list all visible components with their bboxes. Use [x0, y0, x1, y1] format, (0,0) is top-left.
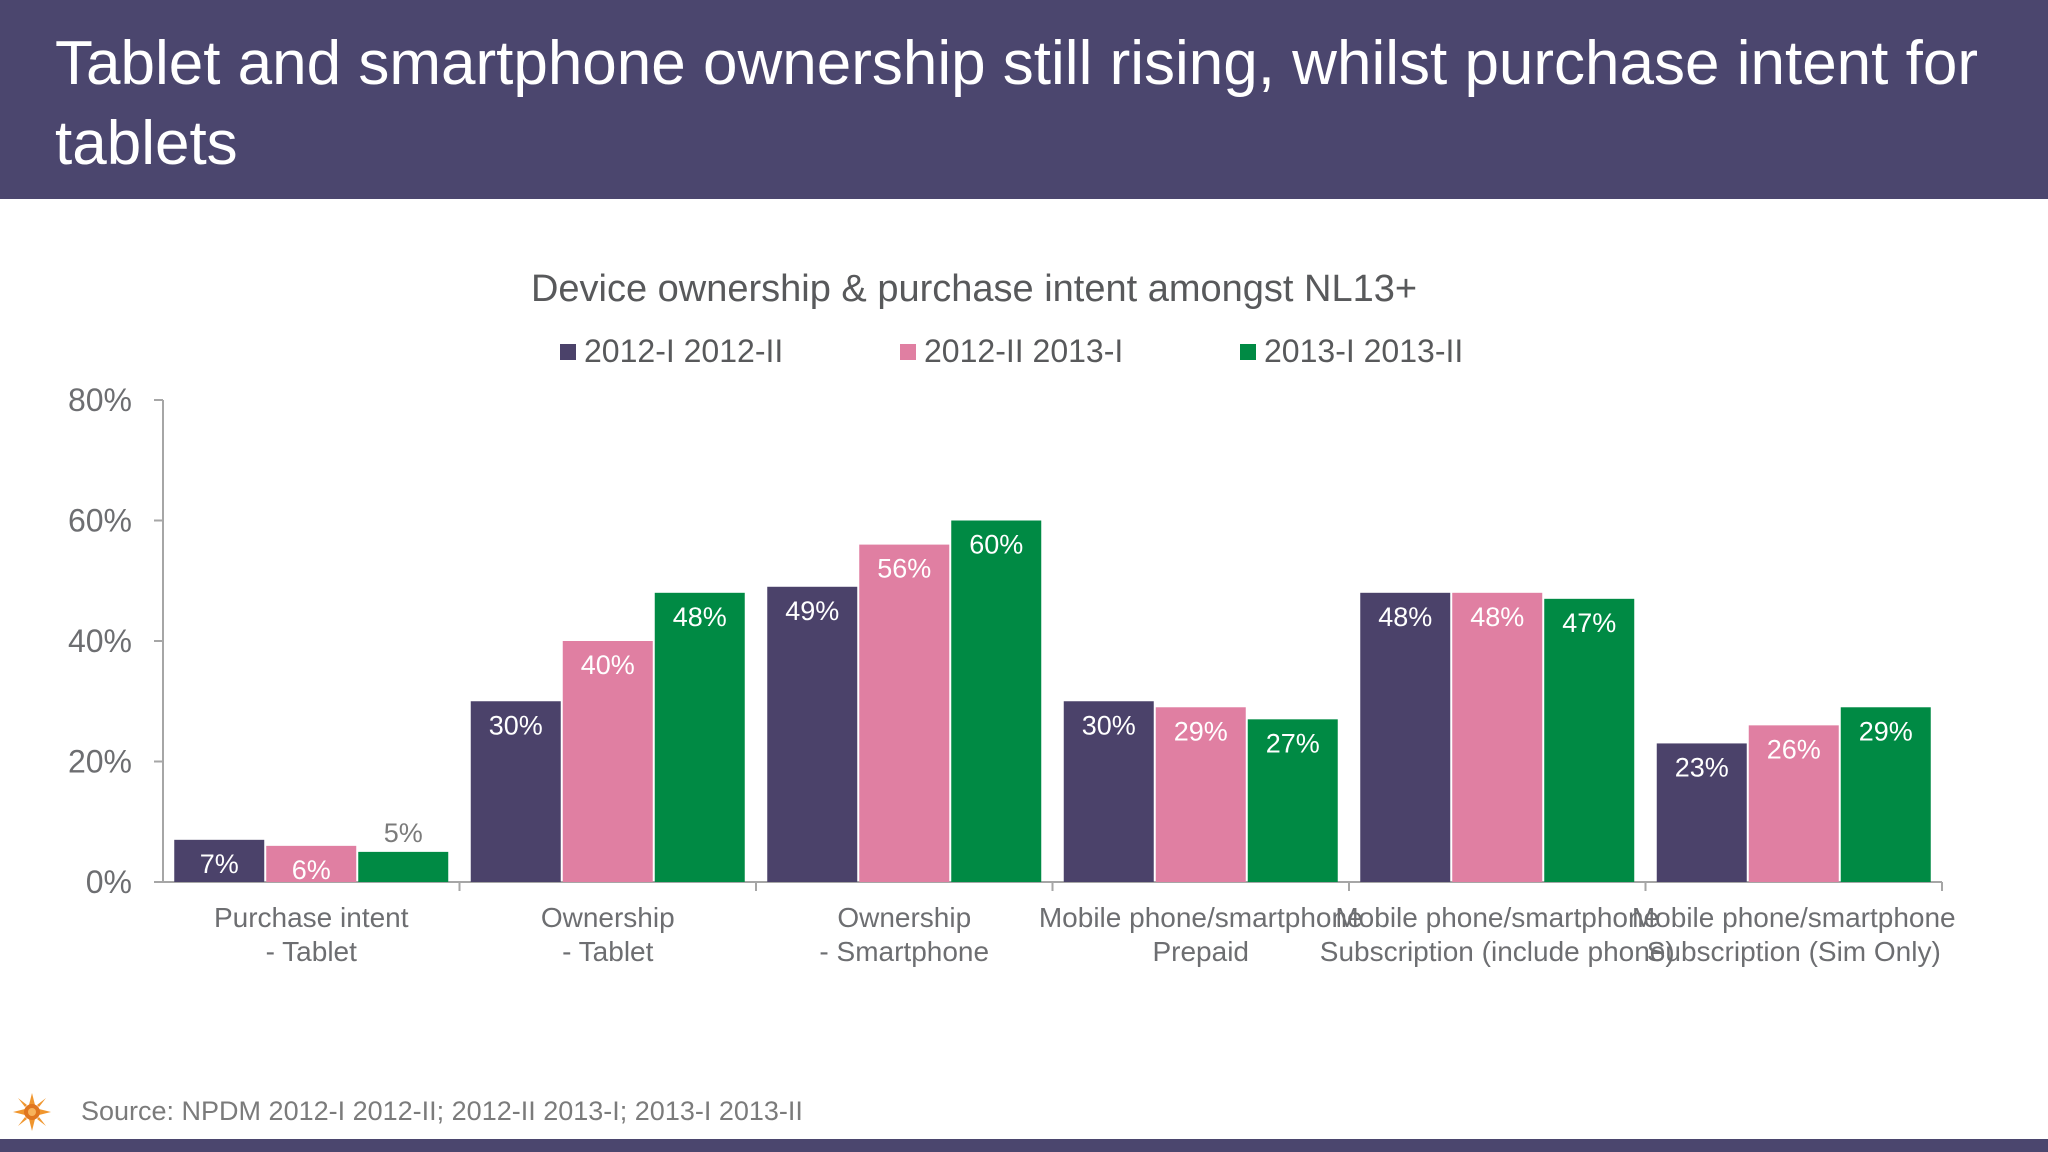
data-label: 48%: [1378, 602, 1432, 632]
page-title-line-1: Tablet and smartphone ownership still ri…: [55, 29, 1978, 178]
x-category-label: Mobile phone/smartphone: [1632, 902, 1956, 933]
x-category-label: Purchase intent: [214, 902, 409, 933]
bar-2-series-1: [470, 701, 561, 882]
bar-3-series-3: [951, 520, 1042, 882]
x-category-label: - Smartphone: [819, 936, 989, 967]
data-label: 29%: [1174, 716, 1228, 746]
bar-2-series-2: [562, 641, 653, 882]
x-category-label: Subscription (Sim Only): [1647, 936, 1941, 967]
bar-5-series-3: [1544, 598, 1635, 882]
data-label: 30%: [489, 710, 543, 740]
data-label: 29%: [1859, 716, 1913, 746]
legend-label: 2012-I 2012-II: [584, 333, 784, 369]
legend-item-2: 2012-II 2013-I: [900, 333, 1123, 370]
legend-swatch: [900, 343, 916, 360]
x-category-label: - Tablet: [562, 936, 654, 967]
legend-item-3: 2013-I 2013-II: [1240, 333, 1463, 370]
data-label: 56%: [877, 554, 931, 584]
source-note: Source: NPDM 2012-I 2012-II; 2012-II 201…: [81, 1096, 803, 1126]
legend-swatch: [560, 343, 576, 360]
data-label: 47%: [1562, 608, 1616, 638]
data-label: 6%: [292, 855, 331, 885]
data-label: 26%: [1767, 734, 1821, 764]
y-tick-label: 60%: [68, 503, 132, 539]
data-label: 5%: [384, 818, 423, 848]
data-label: 60%: [969, 530, 1023, 560]
legend-label: 2013-I 2013-II: [1264, 333, 1464, 369]
y-tick-label: 80%: [68, 382, 132, 418]
bar-5-series-2: [1452, 592, 1543, 882]
page-title: Tablet and smartphone ownership still ri…: [55, 24, 2015, 264]
bar-3-series-1: [767, 586, 858, 882]
legend-label: 2012-II 2013-I: [924, 333, 1124, 369]
y-tick-label: 20%: [68, 744, 132, 780]
page-title-line-2: slightly decreased. Sim Only subscriptio…: [55, 189, 1922, 258]
x-category-label: Ownership: [837, 902, 971, 933]
data-label: 27%: [1266, 728, 1320, 758]
bar-2-series-3: [654, 592, 745, 882]
bar-6-series-2: [1748, 725, 1839, 882]
x-category-label: Mobile phone/smartphone: [1335, 902, 1659, 933]
footer-bar: [0, 1139, 2048, 1152]
x-category-label: Mobile phone/smartphone: [1039, 902, 1363, 933]
bar-4-series-3: [1247, 719, 1338, 882]
bar-1-series-1: [174, 839, 265, 882]
legend-swatch: [1240, 343, 1256, 360]
x-category-label: Prepaid: [1152, 936, 1249, 967]
legend-item-1: 2012-I 2012-II: [560, 333, 783, 370]
bar-6-series-1: [1656, 743, 1747, 882]
bar-chart: 0%20%40%60%80%7% 6%5%Purchase intent- Tab…: [68, 382, 1956, 967]
data-label: 7%: [200, 849, 239, 879]
bar-4-series-1: [1063, 701, 1154, 882]
data-label: 48%: [1470, 602, 1524, 632]
bar-4-series-2: [1155, 707, 1246, 882]
x-category-label: Subscription (include phone): [1320, 936, 1675, 967]
data-label: 49%: [785, 596, 839, 626]
bar-1-series-3: [358, 851, 449, 882]
bar-3-series-2: [859, 544, 950, 882]
chart-title: Device ownership & purchase intent among…: [530, 268, 1418, 310]
data-label: 40%: [581, 650, 635, 680]
sunburst-logo-icon: [13, 1093, 51, 1131]
y-tick-label: 40%: [68, 623, 132, 659]
bar-6-series-3: [1840, 707, 1931, 882]
bar-1-series-2: [266, 845, 357, 882]
x-category-label: Ownership: [541, 902, 675, 933]
data-label: 48%: [673, 602, 727, 632]
data-label: 30%: [1082, 710, 1136, 740]
title-banner: Tablet and smartphone ownership still ri…: [0, 0, 2048, 258]
data-label: 23%: [1675, 752, 1729, 782]
x-category-label: - Tablet: [266, 936, 358, 967]
y-tick-label: 0%: [86, 864, 132, 900]
bar-5-series-1: [1360, 592, 1451, 882]
